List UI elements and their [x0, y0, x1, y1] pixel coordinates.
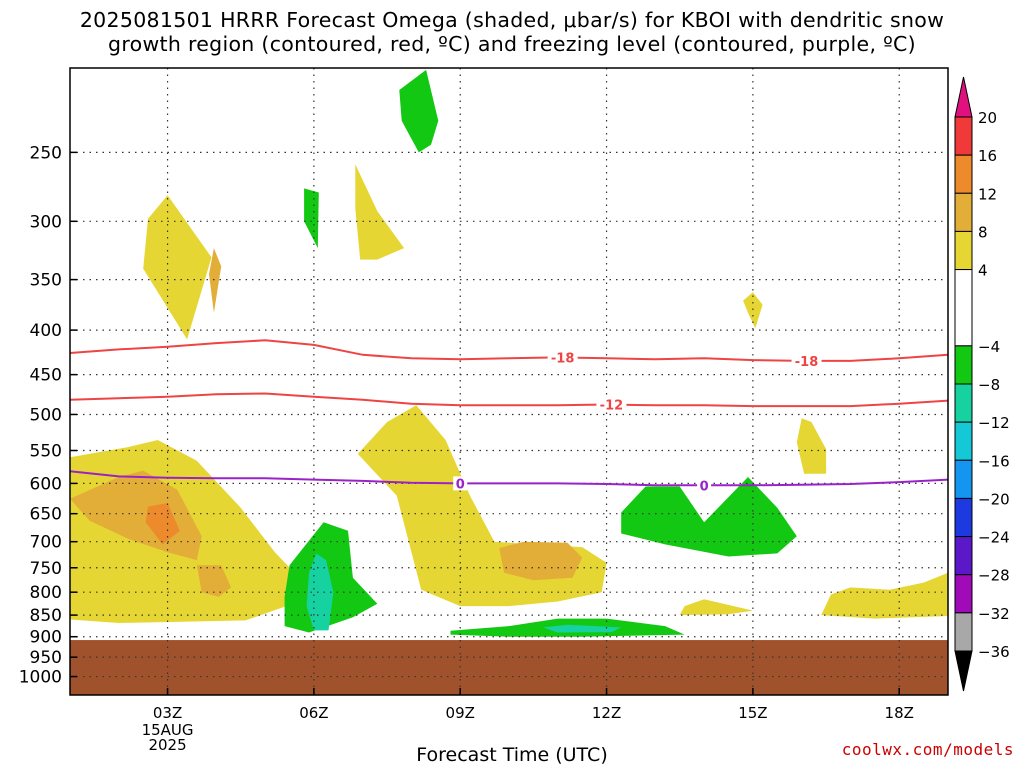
omega-region-0: [143, 195, 212, 340]
y-tick-label: 450: [30, 366, 62, 386]
y-tick-label: 250: [30, 143, 62, 163]
omega-region-10: [284, 522, 378, 633]
dendritic-contour--12: [69, 392, 949, 408]
omega-region-11: [306, 553, 334, 631]
x-date-label: 15AUG: [142, 721, 194, 739]
colorbar-bottom-arrow: [954, 650, 973, 692]
freezing-contour-label: 0: [456, 477, 465, 492]
colorbar-level-label: −32: [978, 605, 1010, 623]
y-tick-label: 400: [30, 321, 62, 341]
colorbar-band-0: [954, 116, 973, 156]
colorbar-band-5: [954, 345, 973, 385]
y-tick-label: 1000: [19, 668, 62, 688]
omega-region-8: [145, 503, 180, 545]
omega-region-15: [543, 624, 622, 633]
dendritic-contour-label: -18: [551, 352, 575, 367]
colorbar-band-12: [954, 612, 973, 652]
omega-region-9: [196, 565, 231, 597]
y-tick-label: 850: [30, 606, 62, 626]
x-tick-label: 15Z: [738, 704, 767, 722]
colorbar-top-arrow: [954, 76, 973, 118]
y-tick-label: 500: [30, 405, 62, 425]
y-tick-label: 800: [30, 583, 62, 603]
x-tick-label: 12Z: [592, 704, 621, 722]
dendritic-contour-label-bg: [547, 350, 578, 365]
chart-title-line-1: 2025081501 HRRR Forecast Omega (shaded, …: [79, 8, 945, 32]
x-axis-label: Forecast Time (UTC): [416, 744, 608, 766]
colorbar-level-label: 4: [978, 262, 988, 280]
y-tick-label: 300: [30, 212, 62, 232]
omega-region-19: [821, 572, 948, 619]
y-tick-label: 550: [30, 442, 62, 462]
omega-region-2: [304, 188, 319, 249]
x-tick-label: 09Z: [446, 704, 475, 722]
dendritic-contour-label: -12: [600, 399, 624, 414]
colorbar-level-label: 12: [978, 185, 997, 203]
site-credit: coolwx.com/models: [841, 740, 1014, 759]
omega-region-4: [399, 69, 439, 153]
colorbar-band-4: [954, 269, 973, 347]
colorbar-band-10: [954, 536, 973, 576]
y-tick-label: 350: [30, 271, 62, 291]
colorbar-band-7: [954, 421, 973, 461]
colorbar-level-label: −8: [978, 376, 1000, 394]
ground-fill: [70, 640, 948, 695]
y-tick-label: 650: [30, 505, 62, 525]
colorbar-level-label: −4: [978, 338, 1000, 356]
colorbar-level-label: 16: [978, 147, 997, 165]
y-tick-label: 600: [30, 474, 62, 494]
x-tick-label: 03Z: [153, 704, 182, 722]
colorbar-level-label: −36: [978, 643, 1010, 661]
colorbar-band-9: [954, 497, 973, 538]
omega-region-17: [679, 599, 753, 616]
dendritic-contour-label: -18: [795, 355, 819, 370]
plot-frame: [69, 67, 949, 696]
colorbar-level-label: −20: [978, 490, 1010, 508]
omega-region-5: [743, 292, 763, 329]
colorbar-band-1: [954, 154, 973, 194]
omega-region-1: [209, 248, 222, 313]
colorbar-band-6: [954, 383, 973, 423]
colorbar-level-label: −24: [978, 529, 1010, 547]
dendritic-contour-label-bg: [596, 397, 627, 412]
x-date-label: 2025: [148, 736, 186, 754]
colorbar-level-label: −16: [978, 452, 1010, 470]
y-tick-label: 750: [30, 559, 62, 579]
freezing-contour-label-bg: [697, 478, 712, 493]
freezing-contour-label: 0: [700, 479, 709, 494]
colorbar-band-2: [954, 192, 973, 232]
x-tick-label: 18Z: [885, 704, 914, 722]
colorbar-level-label: 8: [978, 223, 988, 241]
x-tick-label: 06Z: [299, 704, 328, 722]
freezing-contour-0: [69, 470, 949, 487]
freezing-contour-label-bg: [453, 476, 468, 491]
colorbar-band-3: [954, 230, 973, 271]
omega-region-13: [499, 541, 583, 581]
omega-region-18: [796, 418, 827, 474]
colorbar-band-8: [954, 459, 973, 499]
colorbar-level-label: 20: [978, 109, 997, 127]
omega-region-3: [355, 164, 405, 260]
colorbar-band-11: [954, 574, 973, 614]
colorbar-level-label: −28: [978, 567, 1010, 585]
y-tick-label: 900: [30, 628, 62, 648]
y-tick-label: 950: [30, 648, 62, 668]
y-tick-label: 700: [30, 533, 62, 553]
chart-title-line-2: growth region (contoured, red, ºC) and f…: [108, 32, 916, 56]
dendritic-contour-label-bg: [791, 353, 822, 368]
colorbar-level-label: −12: [978, 414, 1010, 432]
